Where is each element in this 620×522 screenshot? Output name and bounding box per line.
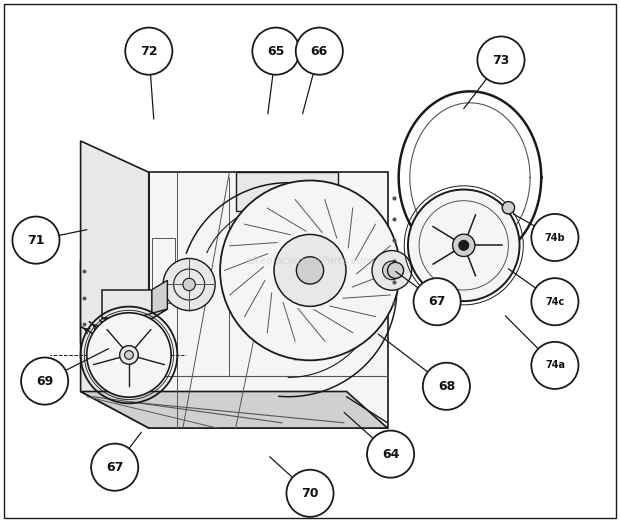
Circle shape: [87, 313, 171, 397]
Text: 70: 70: [301, 487, 319, 500]
Circle shape: [183, 278, 195, 291]
Polygon shape: [81, 392, 388, 428]
Text: 67: 67: [428, 295, 446, 308]
Text: 67: 67: [106, 461, 123, 473]
Text: 74c: 74c: [545, 296, 565, 307]
Circle shape: [220, 181, 400, 360]
Text: 69: 69: [36, 375, 53, 387]
Circle shape: [453, 234, 475, 256]
Circle shape: [286, 470, 334, 517]
Text: 65: 65: [267, 45, 285, 57]
Polygon shape: [149, 172, 388, 428]
Circle shape: [163, 258, 215, 311]
Polygon shape: [236, 172, 338, 211]
Circle shape: [296, 257, 324, 284]
Circle shape: [21, 358, 68, 405]
Circle shape: [120, 346, 138, 364]
Text: 74b: 74b: [544, 232, 565, 243]
Circle shape: [252, 28, 299, 75]
Circle shape: [531, 214, 578, 261]
Text: 72: 72: [140, 45, 157, 57]
Text: 71: 71: [27, 234, 45, 246]
Circle shape: [383, 261, 401, 280]
Text: eReplacementParts.com: eReplacementParts.com: [246, 256, 374, 266]
Text: 68: 68: [438, 380, 455, 393]
Circle shape: [477, 37, 525, 84]
Text: 66: 66: [311, 45, 328, 57]
Circle shape: [531, 278, 578, 325]
Circle shape: [296, 28, 343, 75]
Polygon shape: [102, 290, 152, 318]
Circle shape: [125, 28, 172, 75]
Circle shape: [388, 263, 404, 278]
Circle shape: [414, 278, 461, 325]
Circle shape: [12, 217, 60, 264]
Circle shape: [372, 251, 412, 290]
Text: 64: 64: [382, 448, 399, 460]
Circle shape: [91, 444, 138, 491]
Circle shape: [367, 431, 414, 478]
Circle shape: [125, 351, 133, 359]
Circle shape: [408, 189, 520, 301]
Circle shape: [502, 201, 515, 214]
Circle shape: [459, 240, 469, 251]
Polygon shape: [152, 280, 167, 318]
Circle shape: [531, 342, 578, 389]
Text: 74a: 74a: [545, 360, 565, 371]
Circle shape: [274, 234, 346, 306]
Circle shape: [174, 269, 205, 300]
Text: 73: 73: [492, 54, 510, 66]
Polygon shape: [81, 172, 149, 428]
Polygon shape: [102, 309, 167, 323]
Polygon shape: [81, 141, 149, 428]
Circle shape: [423, 363, 470, 410]
